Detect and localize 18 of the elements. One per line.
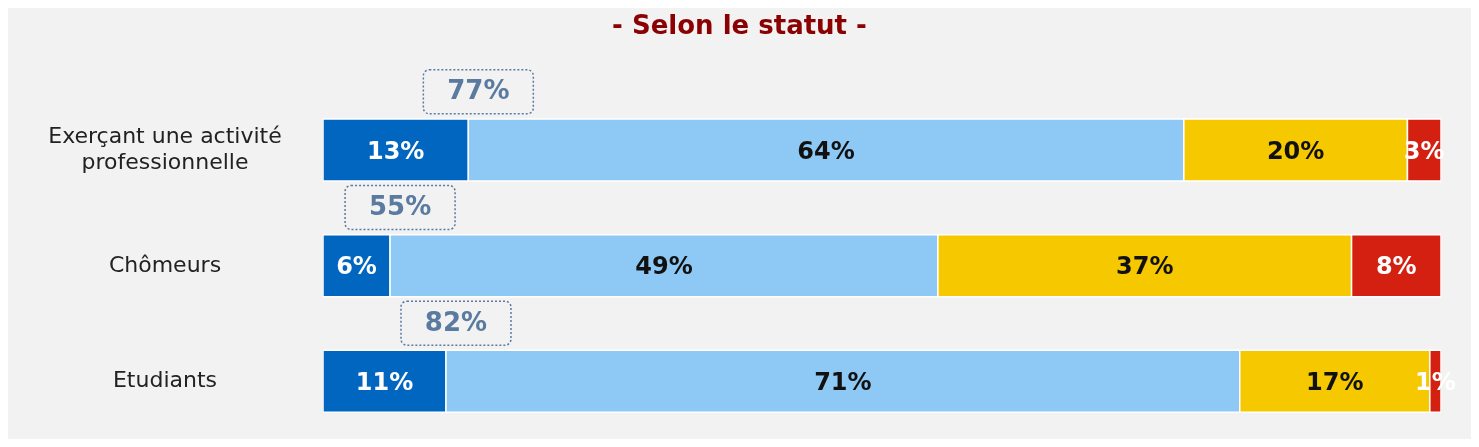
y-tick-label: Chômeurs bbox=[108, 251, 222, 277]
data-label: 1% bbox=[1415, 367, 1456, 396]
data-label: 71% bbox=[814, 367, 872, 396]
data-label: 17% bbox=[1306, 367, 1364, 396]
data-label: 20% bbox=[1266, 136, 1325, 165]
data-label: 64% bbox=[797, 136, 855, 165]
annotation: 77% bbox=[447, 75, 510, 106]
data-label: 13% bbox=[366, 136, 425, 165]
data-label: 37% bbox=[1116, 252, 1174, 281]
data-label: 6% bbox=[336, 252, 377, 281]
data-label: 8% bbox=[1375, 252, 1417, 281]
data-label: 11% bbox=[355, 367, 414, 396]
annotation: 82% bbox=[424, 306, 488, 337]
data-label: 49% bbox=[635, 252, 693, 281]
annotation: 55% bbox=[368, 191, 432, 221]
chart-title: - Selon le statut - bbox=[611, 9, 868, 42]
y-tick-label: Etudiants bbox=[112, 367, 218, 393]
y-tick-label: Exerçant une activité professionnelle bbox=[48, 122, 282, 174]
